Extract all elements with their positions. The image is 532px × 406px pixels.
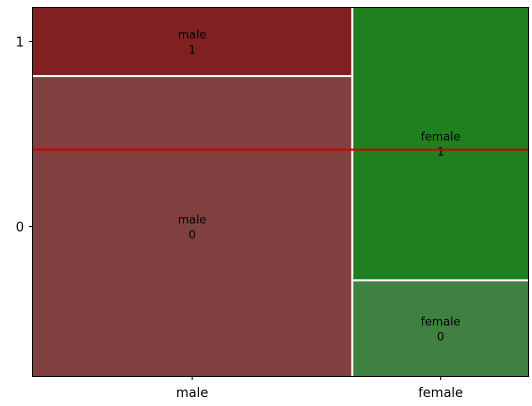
x-tick-label: female (418, 386, 463, 401)
mosaic-tile-male-1 (33, 8, 352, 76)
tile-label-category: male (178, 213, 207, 227)
mosaic-tile-male-0 (33, 77, 352, 376)
tile-label-category: female (421, 130, 461, 144)
tile-label-value: 0 (437, 330, 444, 344)
x-tick-label: male (176, 386, 208, 401)
tile-label-value: 1 (188, 43, 195, 57)
mosaic-tile-female-1 (353, 8, 528, 280)
tile-label-value: 1 (437, 145, 444, 159)
tiles-layer (33, 8, 528, 376)
plot-frame (32, 7, 529, 377)
y-tick-label: 1 (16, 36, 24, 51)
tile-label-category: female (421, 315, 461, 329)
tile-label-category: male (178, 28, 207, 42)
y-tick-label: 0 (16, 221, 24, 236)
y-axis: 01 (16, 36, 33, 236)
tile-label-value: 0 (188, 228, 195, 242)
x-axis: male female (176, 376, 463, 401)
mosaic-tile-female-0 (353, 281, 528, 376)
